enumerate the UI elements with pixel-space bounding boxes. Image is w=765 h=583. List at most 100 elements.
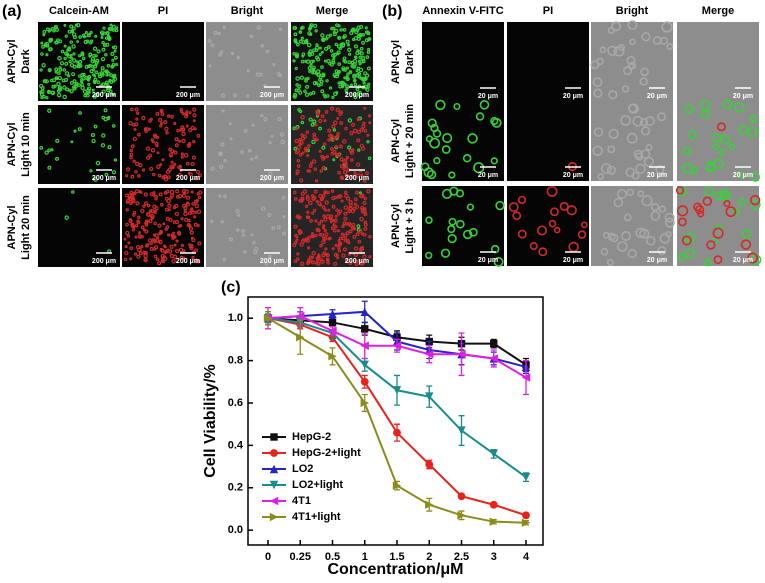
- cell: [298, 142, 303, 146]
- cell: [299, 261, 305, 267]
- cell: [218, 194, 222, 198]
- cell: [340, 42, 346, 47]
- cell: [315, 57, 321, 62]
- cell: [635, 227, 646, 239]
- cell: [181, 131, 186, 137]
- cell: [321, 166, 326, 171]
- cell: [299, 178, 304, 183]
- cell: [175, 189, 180, 194]
- cell: [193, 222, 198, 227]
- cell: [367, 114, 372, 118]
- cell: [100, 83, 104, 87]
- cell: [361, 59, 366, 64]
- marker: [360, 398, 369, 408]
- cell: [337, 24, 341, 28]
- marker: [328, 318, 337, 327]
- cell: [358, 228, 363, 233]
- cell: [345, 75, 349, 79]
- cell: [294, 40, 298, 44]
- cell: [366, 133, 370, 137]
- cell: [337, 170, 342, 175]
- cell: [167, 203, 172, 208]
- cell: [355, 232, 360, 237]
- cell: [310, 67, 315, 72]
- cell: [705, 160, 716, 171]
- cell: [164, 126, 169, 131]
- cell: [268, 254, 272, 259]
- cell: [265, 49, 270, 54]
- cell: [712, 143, 720, 151]
- cell: [39, 145, 44, 150]
- cell: [107, 36, 111, 41]
- cell: [156, 151, 160, 155]
- cell: [173, 150, 178, 155]
- cell: [70, 56, 74, 60]
- cell: [347, 60, 352, 65]
- cell: [133, 128, 137, 132]
- cell: [351, 64, 357, 69]
- cell: [313, 189, 318, 194]
- cell: [132, 191, 137, 196]
- cell: [144, 221, 148, 225]
- cell: [260, 43, 265, 48]
- cell: [254, 155, 259, 160]
- cell: [105, 31, 110, 36]
- cell: [73, 129, 77, 133]
- cell: [312, 65, 316, 70]
- cell: [646, 236, 656, 246]
- cell: [333, 32, 337, 37]
- cell: [315, 111, 321, 116]
- cell: [322, 236, 326, 241]
- cell: [78, 54, 82, 58]
- cell: [340, 199, 344, 203]
- cell: [304, 148, 309, 153]
- cell: [193, 215, 197, 219]
- cell: [650, 203, 660, 212]
- cell: [659, 233, 671, 244]
- cell: [324, 247, 328, 251]
- micrograph: [206, 105, 288, 184]
- cell: [100, 56, 106, 62]
- cell: [607, 26, 615, 35]
- cell: [626, 132, 638, 144]
- cell: [148, 209, 153, 214]
- cell: [141, 115, 146, 121]
- cell: [89, 69, 94, 74]
- cell: [336, 116, 340, 120]
- cell: [308, 70, 312, 74]
- cell: [143, 127, 148, 131]
- cell: [318, 149, 322, 153]
- cell: [546, 185, 558, 197]
- cell: [58, 39, 63, 44]
- cell: [332, 228, 337, 233]
- cell: [550, 207, 559, 217]
- cell: [236, 213, 241, 217]
- row-label: Light + 3 h: [404, 198, 416, 254]
- cell: [338, 236, 343, 241]
- cell: [306, 148, 310, 153]
- cell: [264, 262, 269, 266]
- cell: [300, 120, 305, 125]
- cell: [187, 218, 191, 223]
- cell: [307, 52, 312, 57]
- cell: [326, 190, 330, 195]
- cell: [50, 27, 55, 31]
- cell: [345, 155, 350, 160]
- cell: [332, 149, 337, 155]
- cell: [338, 241, 343, 246]
- cell: [113, 49, 117, 53]
- cell: [295, 76, 300, 81]
- cell: [330, 189, 335, 193]
- cell: [129, 246, 134, 251]
- cell: [53, 84, 57, 88]
- cell: [228, 122, 232, 126]
- cell: [260, 206, 266, 211]
- row-label: Light 20 min: [20, 195, 32, 260]
- marker: [489, 354, 498, 363]
- cell: [136, 254, 141, 259]
- cell: [714, 191, 724, 201]
- cell: [160, 202, 164, 207]
- cell: [294, 240, 298, 245]
- cell: [716, 122, 726, 132]
- cell: [328, 134, 333, 139]
